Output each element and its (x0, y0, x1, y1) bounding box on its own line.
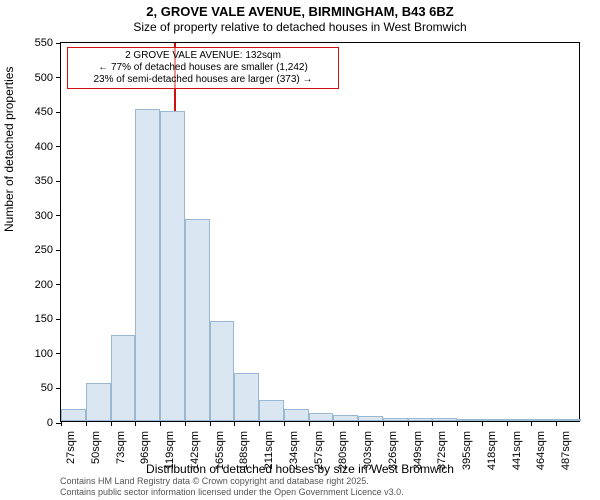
ytick-label: 200 (35, 279, 53, 291)
xtick-line (432, 421, 433, 426)
ytick-line (56, 181, 61, 182)
ytick-line (56, 146, 61, 147)
xtick-line (61, 421, 62, 426)
xtick-line (408, 421, 409, 426)
ytick-label: 400 (35, 141, 53, 153)
ytick-label: 150 (35, 313, 53, 325)
xtick-line (309, 421, 310, 426)
ytick-line (56, 388, 61, 389)
title-sub: Size of property relative to detached ho… (0, 20, 600, 34)
xtick-line (160, 421, 161, 426)
footer: Contains HM Land Registry data © Crown c… (60, 476, 580, 498)
annotation-line1: 2 GROVE VALE AVENUE: 132sqm (72, 50, 334, 62)
ytick-line (56, 284, 61, 285)
bar (259, 400, 284, 421)
bar (135, 109, 160, 421)
xtick-line (259, 421, 260, 426)
xtick-line (210, 421, 211, 426)
ytick-label: 450 (35, 106, 53, 118)
xtick-line (111, 421, 112, 426)
plot-area: 2 GROVE VALE AVENUE: 132sqm ← 77% of det… (60, 42, 580, 422)
footer-line1: Contains HM Land Registry data © Crown c… (60, 476, 369, 486)
annotation-line2: ← 77% of detached houses are smaller (1,… (72, 62, 334, 74)
xtick-line (358, 421, 359, 426)
xtick-line (482, 421, 483, 426)
bar (185, 219, 210, 421)
xtick-line (507, 421, 508, 426)
ytick-line (56, 215, 61, 216)
bar (556, 419, 581, 421)
ytick-label: 300 (35, 210, 53, 222)
bar (111, 335, 136, 421)
xtick-line (556, 421, 557, 426)
ytick-line (56, 250, 61, 251)
xtick-line (457, 421, 458, 426)
xtick-line (383, 421, 384, 426)
xtick-line (135, 421, 136, 426)
ytick-label: 0 (47, 417, 53, 429)
bar (333, 415, 358, 421)
ytick-line (56, 319, 61, 320)
x-axis-label: Distribution of detached houses by size … (0, 462, 600, 476)
y-axis-label: Number of detached properties (2, 67, 16, 232)
bar (408, 418, 433, 421)
bar (507, 419, 532, 421)
bar (86, 383, 111, 421)
title-main: 2, GROVE VALE AVENUE, BIRMINGHAM, B43 6B… (0, 4, 600, 19)
xtick-line (333, 421, 334, 426)
footer-line2: Contains public sector information licen… (60, 487, 404, 497)
ytick-label: 50 (41, 382, 53, 394)
bar (482, 419, 507, 421)
bar (160, 111, 185, 421)
bar (457, 419, 482, 421)
xtick-line (234, 421, 235, 426)
bar (210, 321, 235, 421)
xtick-line (531, 421, 532, 426)
ytick-label: 550 (35, 37, 53, 49)
annotation-box: 2 GROVE VALE AVENUE: 132sqm ← 77% of det… (67, 47, 339, 89)
ytick-label: 250 (35, 244, 53, 256)
ytick-line (56, 112, 61, 113)
ytick-label: 100 (35, 348, 53, 360)
bar (531, 419, 556, 421)
chart-container: 2, GROVE VALE AVENUE, BIRMINGHAM, B43 6B… (0, 0, 600, 500)
bar (383, 418, 408, 421)
xtick-line (284, 421, 285, 426)
ytick-label: 350 (35, 175, 53, 187)
ytick-line (56, 353, 61, 354)
bar (61, 409, 86, 421)
bar (432, 418, 457, 421)
bar (309, 413, 334, 421)
bar (358, 416, 383, 421)
bar (284, 409, 309, 421)
bar (234, 373, 259, 421)
annotation-line3: 23% of semi-detached houses are larger (… (72, 74, 334, 86)
ytick-line (56, 77, 61, 78)
ytick-line (56, 43, 61, 44)
xtick-line (185, 421, 186, 426)
xtick-line (86, 421, 87, 426)
ytick-label: 500 (35, 72, 53, 84)
